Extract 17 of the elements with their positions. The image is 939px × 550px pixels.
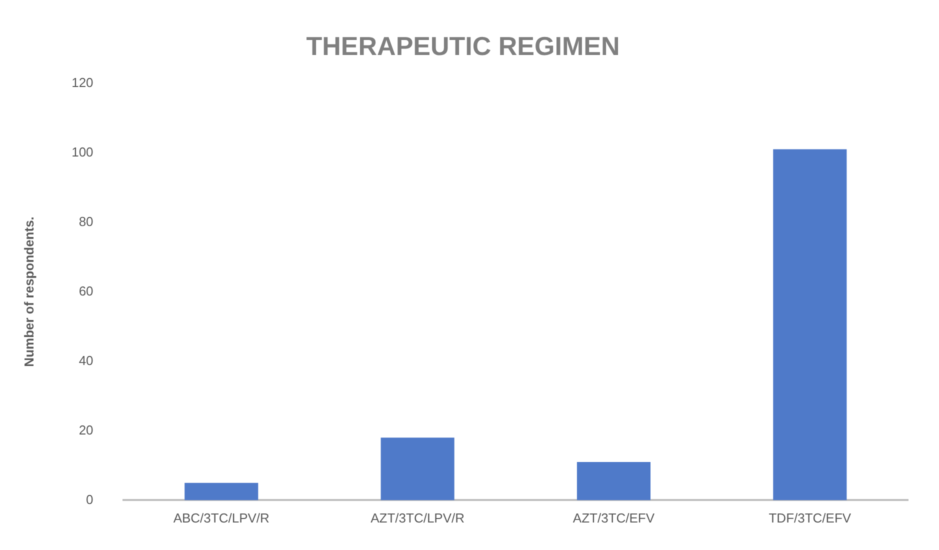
y-tick-label: 20 <box>78 422 94 438</box>
chart-title: THERAPEUTIC REGIMEN <box>306 30 620 61</box>
y-tick-label: 120 <box>72 74 94 90</box>
x-tick-label: AZT/3TC/LPV/R <box>370 510 465 526</box>
x-tick-label: AZT/3TC/EFV <box>572 510 655 526</box>
y-tick-label: 40 <box>78 352 94 368</box>
x-tick-label: TDF/3TC/EFV <box>768 510 852 526</box>
bar <box>576 462 651 500</box>
y-tick-label: 60 <box>78 283 94 298</box>
bar <box>773 149 847 500</box>
y-tick-label: 0 <box>86 492 94 507</box>
x-tick-label: ABC/3TC/LPV/R <box>173 510 270 526</box>
bar <box>380 438 454 500</box>
y-tick-label: 80 <box>78 214 94 229</box>
y-tick-label: 100 <box>72 144 94 160</box>
bar <box>184 482 258 500</box>
y-axis-title: Number of respondents. <box>21 216 36 367</box>
